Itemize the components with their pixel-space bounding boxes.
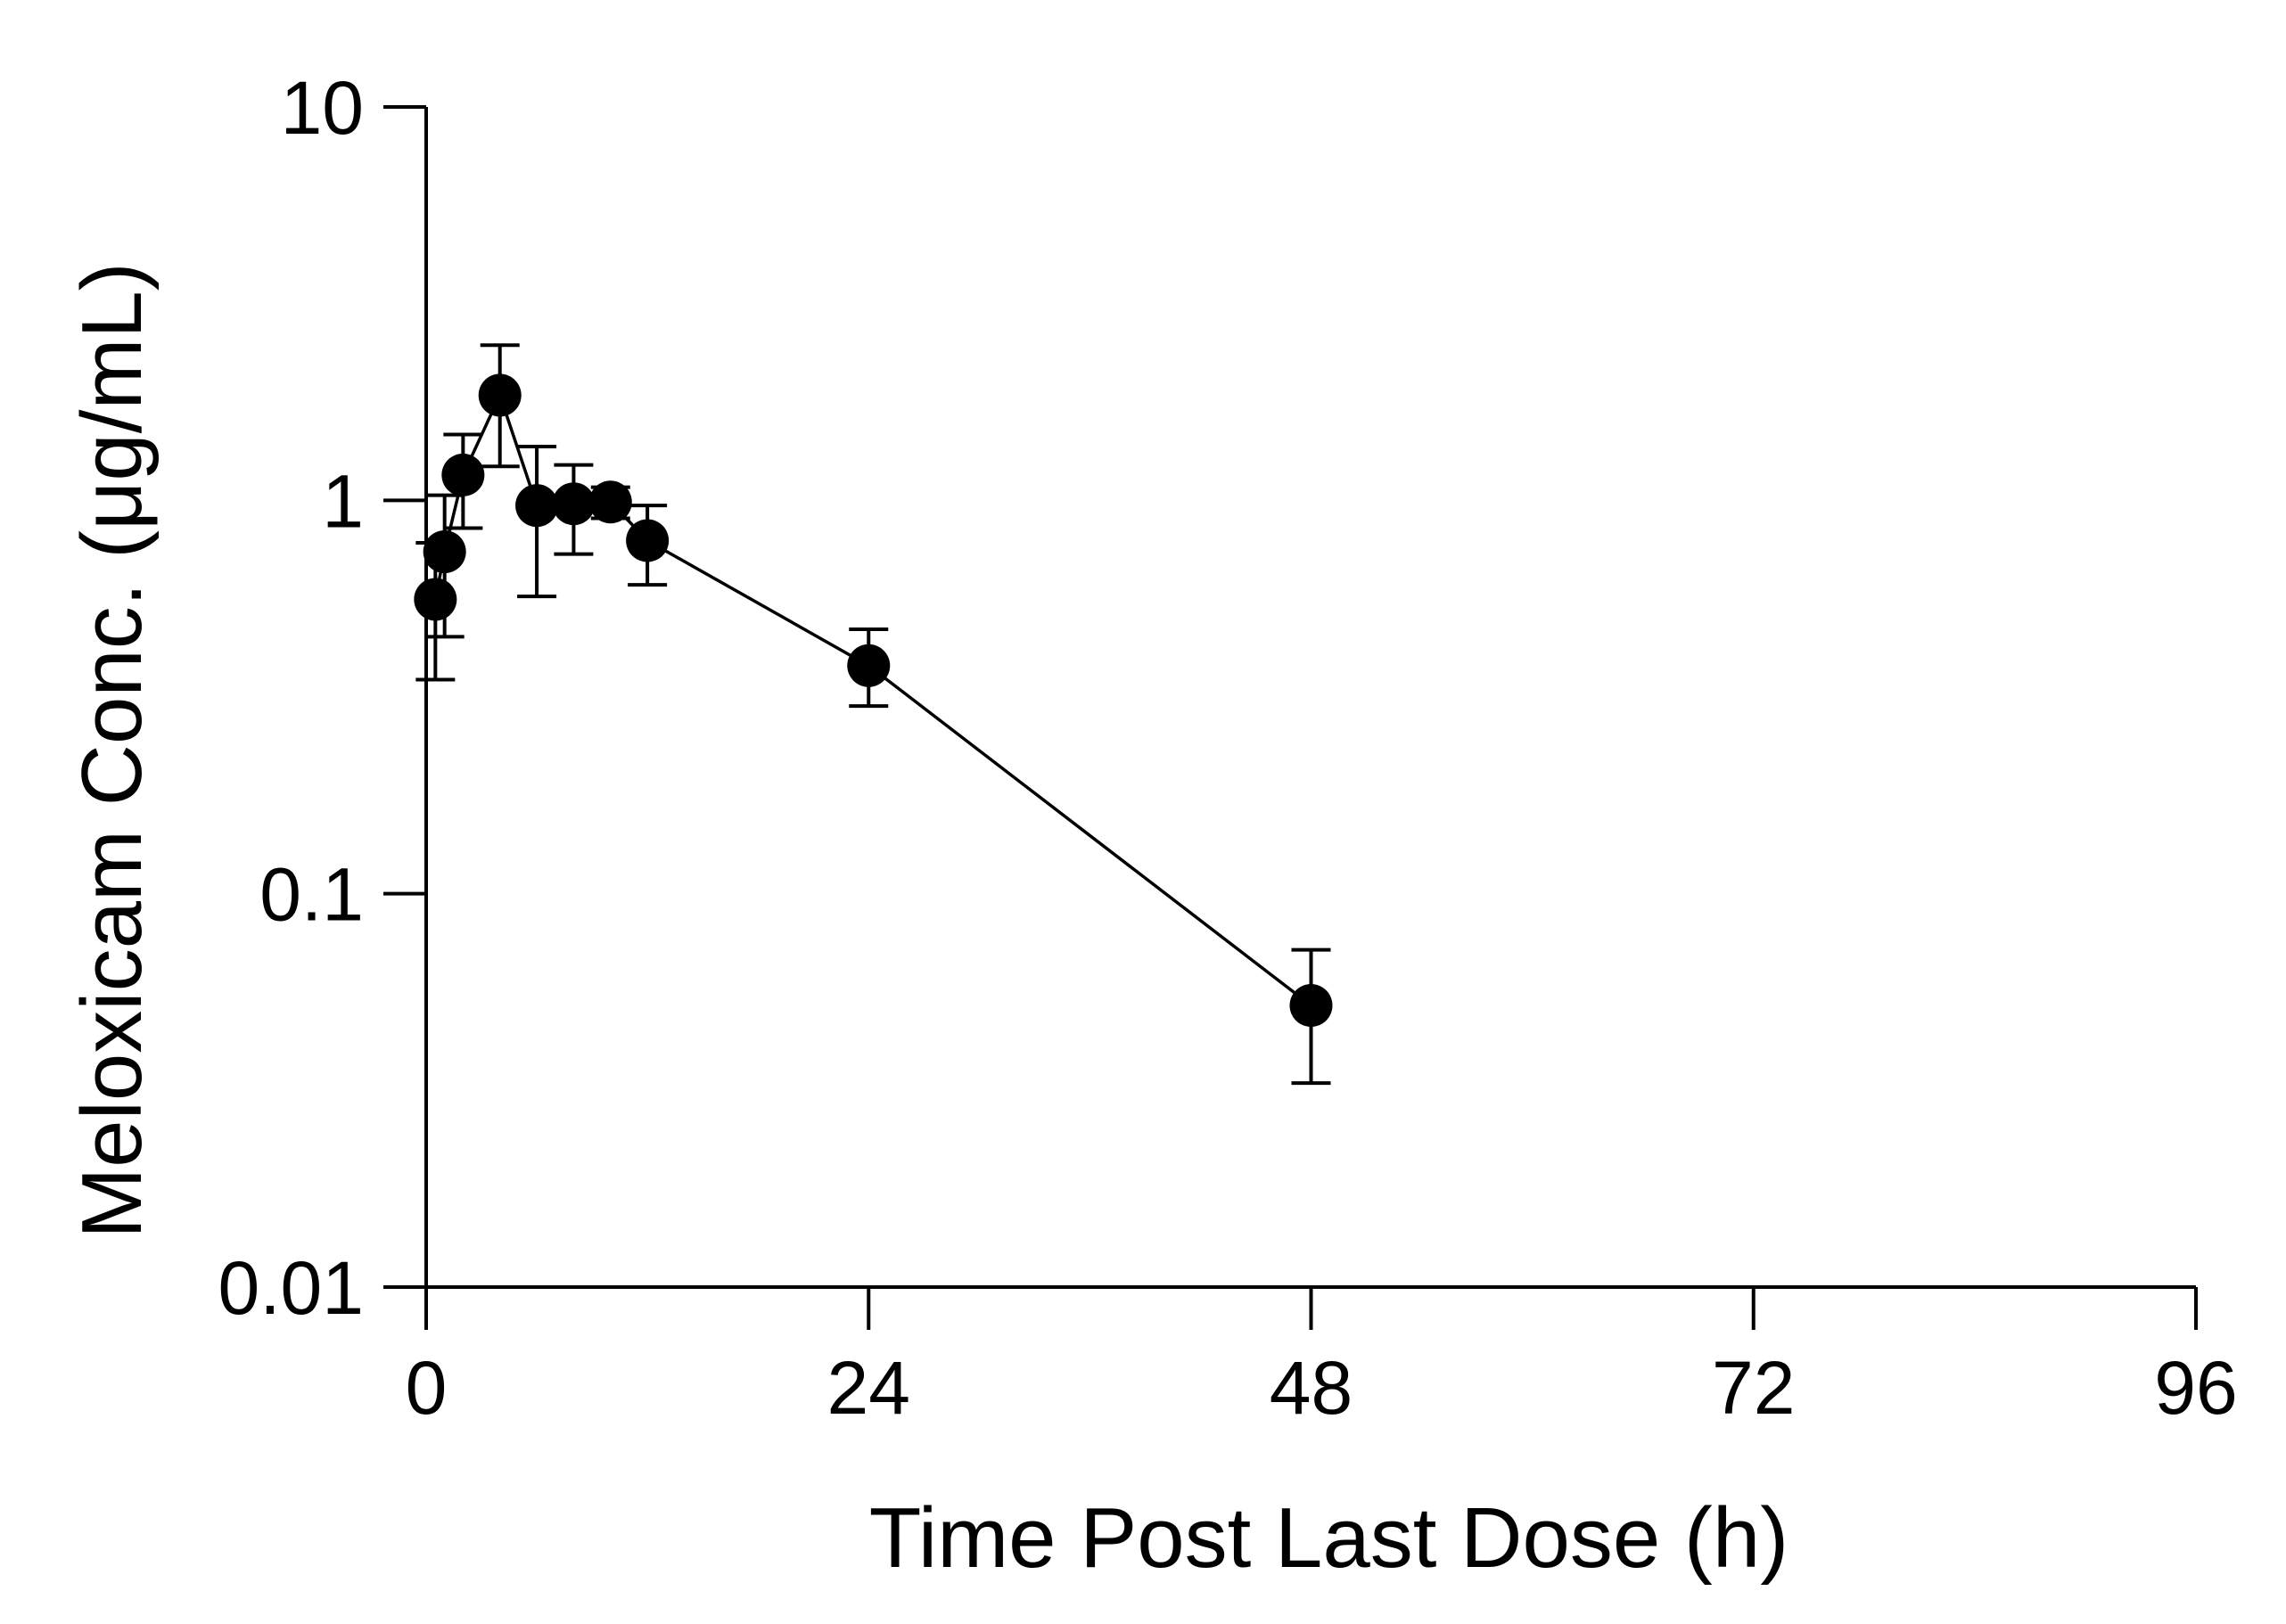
series-layer [414,343,1333,1086]
y-ticks: 0.01 0.1 1 10 [218,66,426,1330]
x-tick-label-0: 0 [406,1346,448,1430]
y-tick-label-2: 1 [322,459,364,543]
data-point-5 [552,482,596,526]
x-ticks: 0 24 48 72 96 [406,1287,2238,1430]
axes [424,107,2196,1289]
data-point-1 [423,530,466,574]
data-point-7 [626,519,670,562]
x-tick-label-1: 24 [827,1346,910,1430]
data-point-3 [478,373,522,417]
x-axis-title: Time Post Last Dose (h) [869,1490,1789,1586]
data-point-9 [1289,984,1333,1028]
data-point-0 [414,578,457,621]
data-point-8 [847,644,891,687]
x-tick-label-4: 96 [2154,1346,2237,1430]
x-tick-label-2: 48 [1270,1346,1353,1430]
y-axis-title: Meloxicam Conc. (μg/mL) [64,262,160,1239]
data-point-2 [441,453,485,496]
data-point-6 [588,480,632,524]
y-tick-label-3: 10 [281,66,364,150]
x-tick-label-3: 72 [1712,1346,1795,1430]
y-tick-label-0: 0.01 [218,1246,365,1330]
data-point-4 [515,484,559,528]
y-tick-label-1: 0.1 [259,853,364,937]
